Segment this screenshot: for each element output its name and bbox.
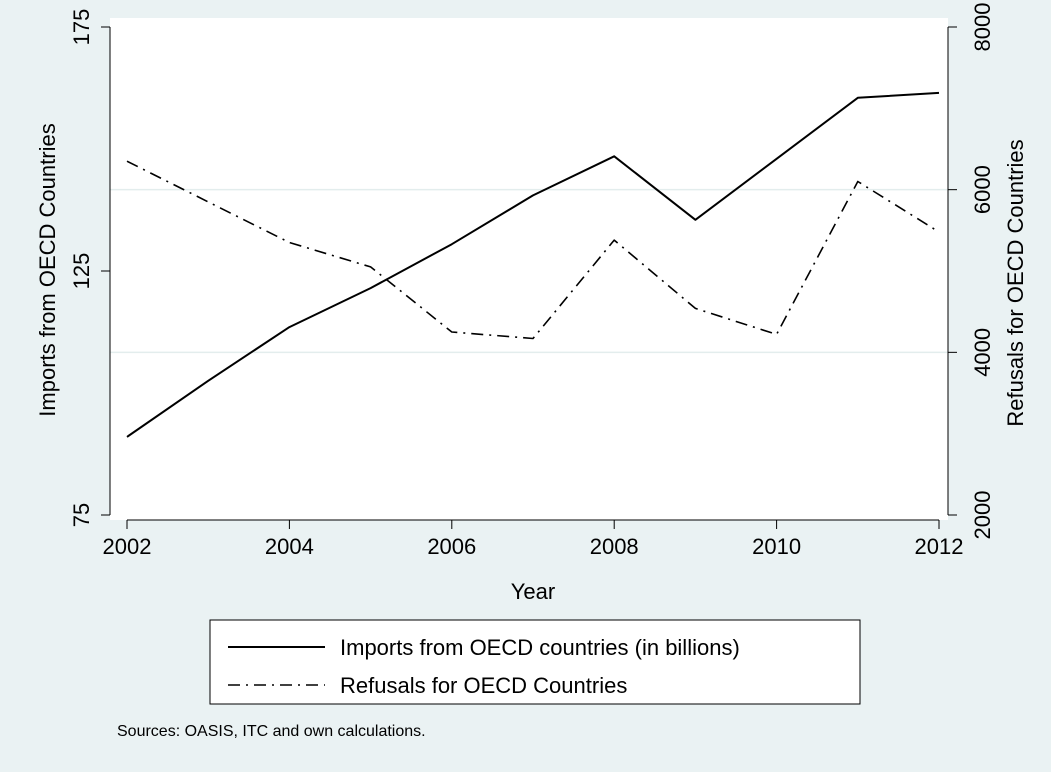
legend-label-imports: Imports from OECD countries (in billions… [340,635,740,660]
x-tick-label: 2002 [103,534,152,559]
y-left-tick-label: 125 [69,253,94,290]
y-left-tick-label: 175 [69,9,94,46]
axes: 2002 2004 2006 2008 2010 2012 75 125 175 2000 4000… [69,3,995,559]
x-axis-label: Year [511,579,555,604]
y-axis-right-label: Refusals for OECD Countries [1003,139,1028,426]
legend: Imports from OECD countries (in billions… [209,619,861,705]
x-tick-label: 2006 [427,534,476,559]
x-tick-label: 2008 [590,534,639,559]
series-lines [126,91,940,438]
y-right-tick-label: 2000 [970,491,995,540]
y-right-tick-label: 4000 [970,328,995,377]
legend-box [209,619,861,705]
y-right-tick-label: 6000 [970,165,995,214]
y-left-tick-label: 75 [69,503,94,527]
x-tick-label: 2010 [752,534,801,559]
y-right-tick-label: 8000 [970,3,995,52]
plot-area [110,18,948,520]
legend-label-refusals: Refusals for OECD Countries [340,673,627,698]
y-axis-left-label: Imports from OECD Countries [35,123,60,416]
series-line-imports [126,91,940,438]
x-tick-label: 2012 [915,534,964,559]
x-tick-label: 2004 [265,534,314,559]
series-line-refusals [126,160,940,340]
source-note: Sources: OASIS, ITC and own calculations… [117,723,426,740]
